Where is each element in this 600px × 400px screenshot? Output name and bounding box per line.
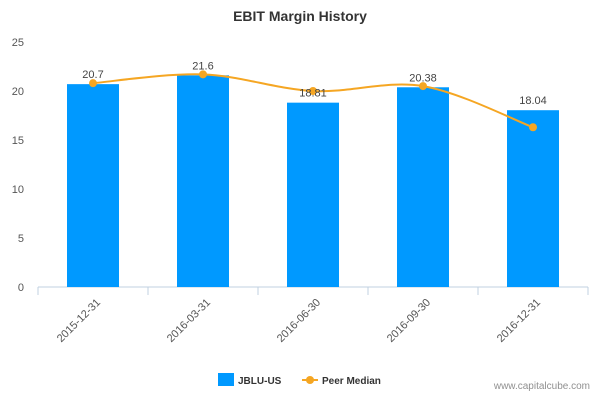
x-tick-label: 2016-06-30 [275,297,323,345]
legend-bar-label[interactable]: JBLU-US [238,376,282,387]
legend-bar-swatch[interactable] [218,373,234,386]
bar[interactable] [507,110,559,287]
data-label: 20.38 [409,72,437,84]
bar[interactable] [67,84,119,287]
watermark: www.capitalcube.com [493,381,590,392]
x-tick-label: 2016-12-31 [495,297,543,345]
x-tick-label: 2015-12-31 [55,297,103,345]
y-tick-label: 15 [12,135,24,147]
y-tick-label: 5 [18,233,24,245]
data-label: 21.6 [192,60,213,72]
peer-median-point[interactable] [419,82,427,91]
bar[interactable] [177,75,229,287]
data-label: 18.04 [519,95,547,107]
peer-median-point[interactable] [309,87,317,95]
bar[interactable] [287,102,339,287]
x-tick-label: 2016-09-30 [385,297,433,345]
data-label: 18.81 [299,88,327,100]
x-tick-label: 2016-03-31 [165,297,213,345]
y-tick-label: 20 [12,86,24,98]
peer-median-point[interactable] [89,79,97,88]
chart-title: EBIT Margin History [233,8,367,24]
peer-median-point[interactable] [529,123,537,132]
peer-median-point[interactable] [199,70,207,79]
y-tick-label: 10 [12,184,24,196]
data-label: 20.7 [82,69,103,81]
legend-line-marker[interactable] [306,376,314,384]
y-tick-label: 0 [18,282,24,294]
bar[interactable] [397,87,449,287]
legend-line-label[interactable]: Peer Median [322,376,381,387]
y-tick-label: 25 [12,37,24,49]
